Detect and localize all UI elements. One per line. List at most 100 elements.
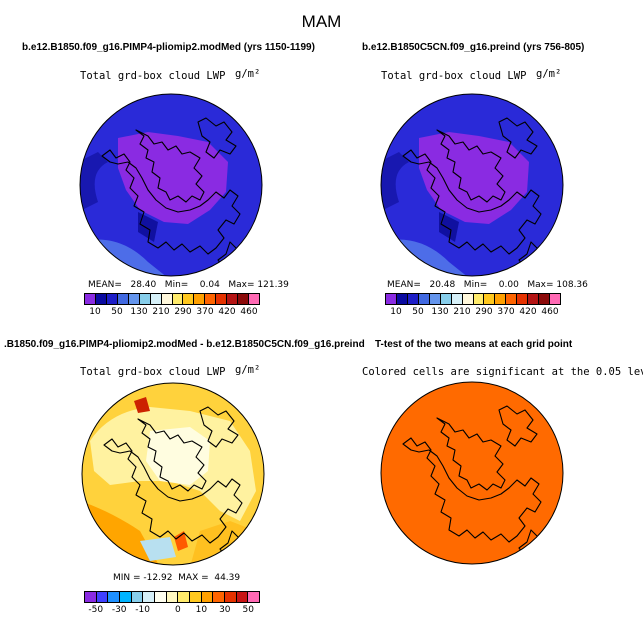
colorbar-swatch [205, 294, 217, 304]
colorbar-label: 210 [453, 307, 471, 317]
colorbar-label: 210 [152, 307, 170, 317]
colorbar-swatch [248, 592, 260, 602]
panel-3-title: .B1850.f09_g16.PIMP4-pliomip2.modMed - b… [4, 339, 365, 350]
coastline [402, 405, 542, 557]
mid-lwp-region [80, 152, 108, 212]
colorbar-label: 50 [111, 307, 123, 317]
colorbar-swatch [172, 294, 184, 304]
colorbar-swatch [227, 294, 239, 304]
panel-2-colorbar: 10 50 130 210 290 370 420 460 [385, 293, 561, 317]
near-zero-region [146, 427, 210, 485]
colorbar-label: 10 [89, 307, 101, 317]
map-boundary-circle [79, 93, 263, 277]
panel-4-variable: Colored cells are significant at the 0.0… [362, 366, 643, 378]
colorbar-swatch [106, 294, 118, 304]
colorbar-swatch [462, 294, 474, 304]
map-fill-group [381, 382, 563, 564]
max-anomaly-patch [134, 397, 150, 413]
colorbar-swatch [161, 294, 173, 304]
map-fill-group [80, 94, 262, 276]
dark-patch [439, 212, 459, 242]
panel-2-stats: MEAN= 20.48 Min= 0.00 Max= 108.36 [387, 280, 588, 290]
panel-3-variable: Total grd-box cloud LWP [80, 366, 226, 378]
panel-1-stats: MEAN= 28.40 Min= 0.04 Max= 121.39 [88, 280, 289, 290]
map-boundary-circle [380, 381, 564, 565]
colorbar-swatch [178, 592, 191, 602]
colorbar-swatch [183, 294, 195, 304]
panel-3-units: g/m² [235, 364, 261, 376]
colorbar-swatch [166, 592, 179, 602]
colorbar-swatch [194, 294, 206, 304]
colorbar-swatch [117, 294, 129, 304]
panel-2-title: b.e12.B1850C5CN.f09_g16.preind (yrs 756-… [362, 42, 585, 53]
colorbar-swatch [225, 592, 237, 602]
colorbar-label: -30 [111, 605, 127, 615]
coastline [101, 117, 241, 269]
panel-2-polar-map [380, 93, 564, 277]
dark-patch [138, 212, 158, 242]
colorbar-label: 460 [541, 307, 559, 317]
colorbar-swatch [85, 294, 96, 304]
colorbar-swatch [108, 592, 121, 602]
colorbar-label: -10 [135, 605, 151, 615]
panel-1-variable: Total grd-box cloud LWP [80, 70, 226, 82]
colorbar-swatch [451, 294, 463, 304]
colorbar-swatch [238, 294, 250, 304]
significance-fill [381, 382, 563, 564]
colorbar-label: 420 [218, 307, 236, 317]
colorbar-label: 10 [195, 605, 208, 615]
colorbar-label: 290 [174, 307, 192, 317]
colorbar-label: 130 [130, 307, 148, 317]
colorbar-swatch [213, 592, 226, 602]
colorbar-label: 50 [412, 307, 424, 317]
panel-1-colorbar-labels: 10 50 130 210 290 370 420 460 [84, 305, 260, 317]
colorbar-label: 370 [196, 307, 214, 317]
colorbar-label: 370 [497, 307, 515, 317]
colorbar-swatch [236, 592, 249, 602]
colorbar-swatch [249, 294, 259, 304]
colorbar-swatch [190, 592, 202, 602]
colorbar-swatch [96, 592, 109, 602]
panel-2-units: g/m² [536, 68, 562, 80]
colorbar-swatch [150, 294, 162, 304]
panel-3-polar-map [81, 382, 265, 566]
colorbar-swatch [550, 294, 560, 304]
colorbar-swatch [517, 294, 529, 304]
colorbar-swatch [495, 294, 507, 304]
colorbar-swatch [95, 294, 107, 304]
colorbar-label: 10 [390, 307, 402, 317]
panel-1-colorbar: 10 50 130 210 290 370 420 460 [84, 293, 260, 317]
colorbar-swatch [440, 294, 452, 304]
map-fill-group [381, 94, 563, 276]
panel-2-colorbar-swatches [385, 293, 561, 305]
colorbar-swatch [506, 294, 518, 304]
panel-3-colorbar-swatches [84, 591, 260, 603]
colorbar-label: 130 [431, 307, 449, 317]
colorbar-swatch [143, 592, 156, 602]
colorbar-swatch [131, 592, 144, 602]
panel-1-polar-map [79, 93, 263, 277]
colorbar-swatch [473, 294, 485, 304]
colorbar-label: -50 [88, 605, 104, 615]
panel-1-title: b.e12.B1850.f09_g16.PIMP4-pliomip2.modMe… [22, 42, 315, 53]
colorbar-label: 30 [219, 605, 231, 615]
map-boundary-circle [81, 382, 265, 566]
colorbar-swatch [418, 294, 430, 304]
colorbar-swatch [407, 294, 419, 304]
colorbar-label: 0 [174, 605, 181, 615]
coastline [402, 117, 542, 269]
colorbar-swatch [155, 592, 167, 602]
colorbar-label: 420 [519, 307, 537, 317]
colorbar-swatch [396, 294, 408, 304]
panel-1-units: g/m² [235, 68, 261, 80]
colorbar-label: 460 [240, 307, 258, 317]
panel-4-polar-map [380, 381, 564, 565]
colorbar-swatch [429, 294, 441, 304]
panel-2-colorbar-labels: 10 50 130 210 290 370 420 460 [385, 305, 561, 317]
colorbar-swatch [201, 592, 214, 602]
colorbar-swatch [139, 294, 151, 304]
arctic-high-lwp-region [419, 132, 529, 224]
colorbar-swatch [528, 294, 540, 304]
coastline [103, 406, 243, 558]
figure-title: MAM [301, 12, 342, 31]
